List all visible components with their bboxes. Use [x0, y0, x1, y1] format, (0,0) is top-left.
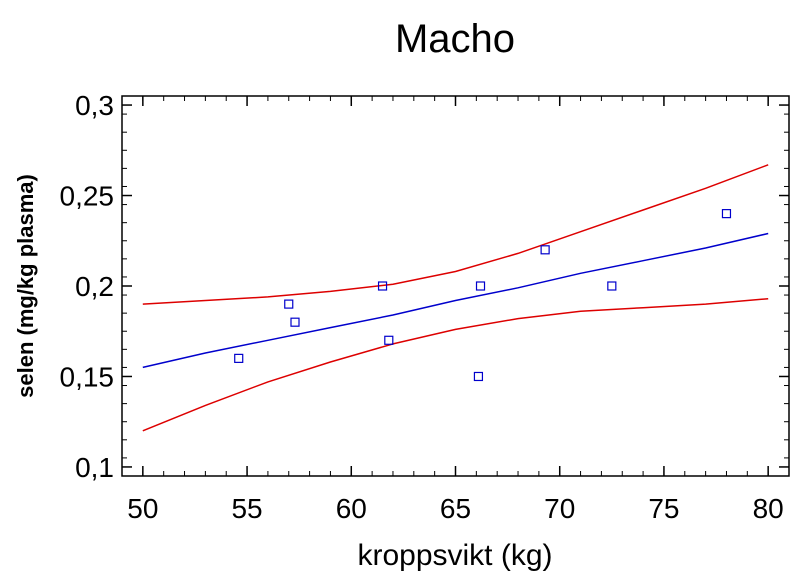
- data-point: [607, 281, 617, 291]
- data-point: [234, 353, 244, 363]
- y-tick-label: 0,25: [60, 181, 115, 212]
- data-point: [384, 335, 394, 345]
- series-line-3: [142, 297, 769, 432]
- x-tick-label: 60: [336, 493, 367, 524]
- x-axis-label: kroppsvikt (kg): [357, 539, 552, 572]
- chart-title: Macho: [395, 17, 515, 61]
- y-tick-label: 0,1: [75, 452, 114, 483]
- y-tick-label: 0,2: [75, 271, 114, 302]
- data-points: [234, 209, 732, 382]
- x-tick-label: 50: [127, 493, 158, 524]
- x-tick-label: 70: [544, 493, 575, 524]
- fit-lines: [142, 164, 769, 432]
- y-tick-label: 0,3: [75, 90, 114, 121]
- data-point: [473, 371, 484, 382]
- y-axis: 0,1 0,15 0,2 0,25 0,3: [60, 90, 789, 483]
- y-axis-label: selen (mg/kg plasma): [13, 174, 38, 398]
- data-point: [284, 299, 294, 309]
- data-point: [377, 281, 388, 291]
- data-point: [475, 281, 486, 291]
- data-point: [290, 317, 300, 327]
- x-tick-label: 75: [648, 493, 679, 524]
- series-line-2: [142, 164, 769, 305]
- x-tick-label: 65: [440, 493, 471, 524]
- series-line-1: [142, 232, 769, 369]
- plot-frame: [121, 95, 790, 477]
- x-tick-label: 80: [753, 493, 784, 524]
- y-tick-label: 0,15: [60, 361, 115, 392]
- plot-area: [121, 95, 790, 477]
- data-point: [540, 245, 550, 255]
- x-tick-label: 55: [231, 493, 262, 524]
- data-point: [721, 209, 732, 219]
- x-axis: 50 55 60 65 70 75 80: [127, 96, 784, 524]
